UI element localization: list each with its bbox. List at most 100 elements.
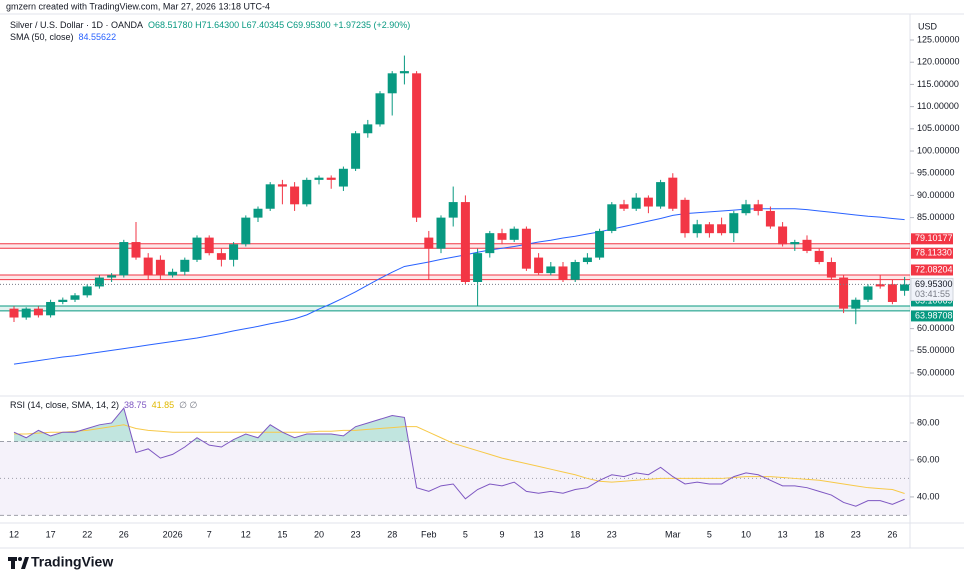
x-tick-label: 5 [707, 529, 712, 539]
overbought-fill [14, 408, 905, 442]
candle-body [509, 228, 519, 240]
x-tick-label: 12 [9, 529, 19, 539]
y-tick-label: 90.00000 [917, 190, 955, 200]
candle-body [351, 133, 361, 169]
ohlc-legend: O68.51780 H71.64300 L67.40345 C69.95300 … [148, 20, 410, 30]
candle-body [497, 233, 507, 240]
brand: TradingView [31, 554, 113, 570]
last-price-label: 69.95300 [915, 279, 953, 289]
candle-body [473, 253, 483, 283]
candle-body [314, 177, 324, 180]
zone-fill [0, 274, 910, 280]
candle-body [692, 224, 702, 234]
x-tick-label: 15 [277, 529, 287, 539]
brand-logo: TradingView [8, 554, 113, 570]
y-tick-label: 60.00000 [917, 323, 955, 333]
candle-body [107, 275, 117, 278]
candle-body [363, 124, 373, 134]
x-tick-label: 13 [534, 529, 544, 539]
candle-body [460, 202, 470, 283]
currency: USD [918, 21, 938, 31]
legend-main: Silver / U.S. Dollar · 1D · OANDA O68.517… [10, 20, 410, 30]
x-tick-label: 13 [778, 529, 788, 539]
candle-body [70, 295, 80, 300]
x-tick-label: 20 [314, 529, 324, 539]
y-tick-label: 60.00 [917, 454, 940, 464]
candle-body [741, 204, 751, 214]
candle-body [33, 308, 43, 316]
x-tick-label: 18 [814, 529, 824, 539]
candle-body [521, 228, 531, 269]
rsi-band [0, 441, 910, 516]
candle-body [290, 186, 300, 205]
y-tick-label: 95.00000 [917, 168, 955, 178]
candle-body [21, 308, 31, 318]
credit: gmzern created with TradingView.com, Mar… [6, 1, 270, 11]
symbol-title: Silver / U.S. Dollar · 1D · OANDA [10, 20, 143, 30]
x-tick-label: 12 [241, 529, 251, 539]
candle-body [424, 237, 434, 249]
candle-body [802, 239, 812, 251]
candle-body [887, 284, 897, 302]
candle-body [607, 204, 617, 231]
candle-body [204, 237, 214, 254]
candle-body [412, 73, 422, 218]
candle-body [155, 259, 165, 276]
candle-body [753, 204, 763, 211]
candle-body [180, 259, 190, 272]
candle-body [241, 217, 251, 245]
zone-tag-label: 79.10177 [915, 233, 953, 243]
y-tick-label: 115.00000 [917, 79, 959, 89]
candle-body [229, 244, 239, 260]
candle-body [375, 93, 385, 125]
candle-body [839, 277, 849, 309]
y-tick-label: 100.00000 [917, 145, 960, 155]
zone-fill [0, 243, 910, 249]
candle-body [863, 286, 873, 300]
y-tick-label: 50.00000 [917, 367, 955, 377]
candle-body [131, 242, 141, 258]
candle-body [656, 182, 666, 207]
candle-body [619, 204, 629, 209]
zone-fill [0, 305, 910, 311]
zone-tag [911, 247, 953, 259]
last-price-tag [910, 277, 954, 301]
candle-body [399, 71, 409, 74]
x-tick-label: 23 [351, 529, 361, 539]
rsi-ma-value: 41.85 [152, 400, 175, 410]
y-tick-label: 105.00000 [917, 123, 960, 133]
rsi-value: 38.75 [124, 400, 147, 410]
candle-body [704, 224, 714, 234]
candle-body [436, 217, 446, 249]
x-tick-label: 17 [46, 529, 56, 539]
countdown: 03:41:55 [915, 289, 950, 299]
candle-body [9, 308, 19, 318]
candle-body [717, 224, 727, 234]
y-tick-label: 120.00000 [917, 57, 960, 67]
y-tick-label: 110.00000 [917, 101, 959, 111]
candle-body [192, 237, 202, 260]
x-tick-label: 9 [499, 529, 504, 539]
rsi-extra: ∅ ∅ [179, 400, 197, 410]
y-tick-label: 85.00000 [917, 212, 955, 222]
zone-tag [911, 295, 953, 307]
candle-body [94, 277, 104, 287]
candle-body [814, 250, 824, 263]
candle-body [82, 286, 92, 296]
candle-body [631, 197, 641, 209]
zone-tag-label: 78.11330 [915, 248, 952, 258]
x-tick-label: 2026 [163, 529, 183, 539]
candle-body [253, 208, 263, 218]
x-tick-label: Feb [421, 529, 437, 539]
candle-body [338, 168, 348, 187]
y-tick-label: 40.00 [917, 491, 940, 501]
candle-body [595, 230, 605, 258]
candle-body [326, 177, 336, 180]
candle-body [826, 262, 836, 278]
candle-body [875, 284, 885, 287]
x-tick-label: Mar [665, 529, 681, 539]
candle-body [168, 271, 178, 276]
x-tick-label: 10 [741, 529, 751, 539]
candle-body [277, 184, 287, 187]
